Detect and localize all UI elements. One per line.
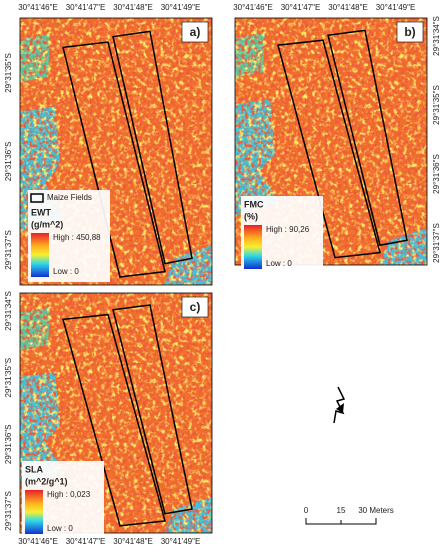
legend-high: High : 450,88 [53,233,101,242]
lon-label: 30°41'49"E [376,3,416,12]
legend-unit: (g/m^2) [31,219,63,229]
legend-low: Low : 0 [47,524,73,533]
lat-label: 29°31'37"S [4,230,13,270]
panel-label: b) [404,25,415,39]
map-panel: a) Maize Fields EWT (g/m^2) High : 450,88 Low… [4,3,213,286]
lat-label: 29°31'34"S [4,291,13,331]
legend-title: SLA [25,464,44,474]
lat-label: 29°31'36"S [432,154,441,194]
legend: SLA (m^2/g^1) High : 0,023 Low : 0 [22,461,104,543]
lat-label: 29°31'34"S [432,16,441,56]
legend-unit: (%) [244,211,258,221]
maize-field [327,29,408,247]
legend-title: EWT [31,207,51,217]
scale-bar: 0 15 30 Meters [304,506,394,525]
lon-label: 30°41'46"E [18,537,58,546]
color-ramp [31,233,49,277]
legend-low: Low : 0 [53,267,79,276]
panel-label-box [181,21,209,43]
lat-label: 29°31'35"S [4,53,13,93]
legend: FMC (%) High : 90,26 Low : 0 [241,196,323,278]
fields-swatch [30,193,44,203]
panel-label: c) [190,300,201,314]
lon-label: 30°41'49"E [161,537,201,546]
legend-high: High : 90,26 [266,225,310,234]
scale-label: 15 [337,506,346,515]
color-ramp [25,490,43,534]
legend-label: Maize Fields [47,193,92,202]
legend-unit: (m^2/g^1) [25,476,68,486]
panel-label-box [181,296,209,318]
north-arrow [333,386,346,424]
panel-frame [19,17,213,286]
lat-label: 29°31'36"S [4,425,13,465]
panel-label-box [396,21,424,43]
color-ramp [244,225,262,269]
lat-label: 29°31'37"S [4,491,13,531]
lat-label: 29°31'35"S [4,358,13,398]
maize-field [112,304,193,515]
lon-label: 30°41'48"E [113,3,153,12]
legend-title: FMC [244,199,264,209]
lon-label: 30°41'46"E [18,3,58,12]
panel-frame [19,292,213,534]
scale-label: 0 [304,506,309,515]
legend: Maize Fields EWT (g/m^2) High : 450,88 Low :… [28,190,110,282]
legend-low: Low : 0 [266,259,292,268]
map-image [235,18,427,265]
lat-label: 29°31'35"S [432,85,441,125]
lon-label: 30°41'47"E [66,537,106,546]
maize-field [62,313,166,527]
maize-field [112,30,193,265]
lat-label: 29°31'37"S [432,223,441,263]
lat-label: 29°31'36"S [4,142,13,182]
map-panel: b) FMC (%) High : 90,26 Low : 0 30°41'46"E 30°… [233,3,441,278]
map-panel: c) SLA (m^2/g^1) High : 0,023 Low : 0 30°41'4… [4,291,213,546]
legend-high: High : 0,023 [47,490,91,499]
lon-label: 30°41'48"E [328,3,368,12]
scale-label: 30 Meters [358,506,394,515]
lon-label: 30°41'48"E [113,537,153,546]
lon-label: 30°41'47"E [66,3,106,12]
maize-field [277,39,381,259]
lon-label: 30°41'49"E [161,3,201,12]
panel-label: a) [190,25,201,39]
map-image [20,293,212,533]
panel-frame [234,17,428,266]
lon-label: 30°41'47"E [281,3,321,12]
lon-label: 30°41'46"E [233,3,273,12]
